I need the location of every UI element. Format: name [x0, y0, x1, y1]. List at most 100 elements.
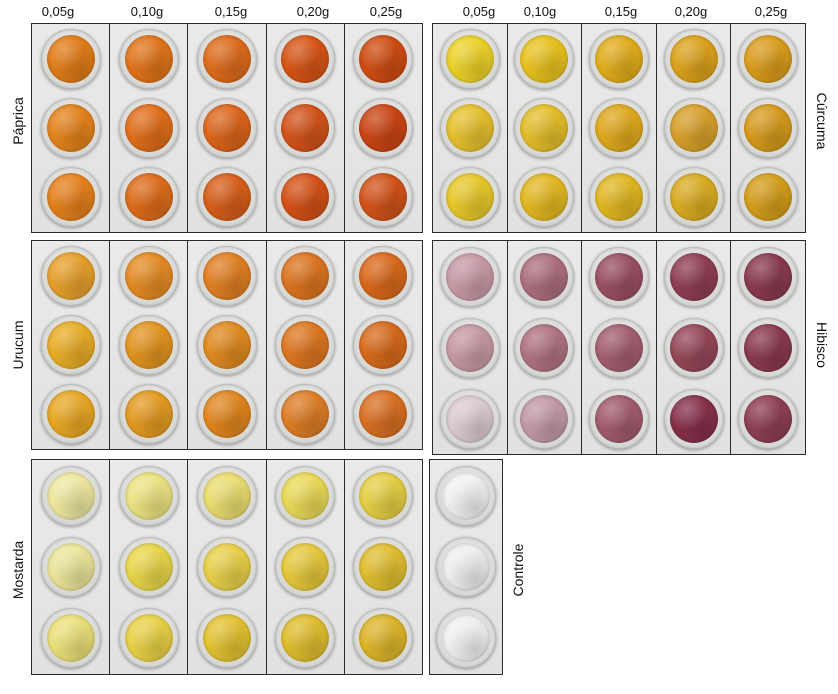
petri-dish [738, 28, 799, 89]
sample-column [32, 460, 111, 674]
petri-dish [275, 314, 336, 375]
petri-dish [439, 28, 500, 89]
film-sample [445, 103, 494, 152]
sample-column [433, 241, 508, 454]
petri-dish [118, 97, 179, 158]
petri-dish [588, 317, 649, 378]
film-sample [46, 614, 95, 663]
petri-dish [197, 536, 257, 597]
sample-column [188, 460, 267, 674]
petri-dish [663, 97, 724, 158]
petri-dish [40, 536, 101, 597]
petri-dish [275, 608, 336, 669]
sample-column [188, 24, 267, 232]
panel-paprica [31, 23, 423, 233]
film-sample [203, 103, 251, 152]
conc-label-left-2: 0,10g [130, 4, 164, 19]
film-sample [520, 323, 569, 372]
film-sample [445, 323, 494, 372]
film-sample [281, 320, 330, 369]
petri-dish [118, 608, 179, 669]
petri-dish [40, 314, 101, 375]
petri-dish [439, 317, 500, 378]
petri-dish [353, 384, 414, 445]
petri-dish [588, 97, 649, 158]
petri-dish [738, 317, 799, 378]
petri-dish [353, 314, 414, 375]
film-sample [520, 252, 569, 301]
sample-column [656, 24, 732, 232]
film-sample [359, 390, 408, 439]
film-sample [594, 323, 643, 372]
petri-dish [40, 28, 101, 89]
sample-column [266, 241, 345, 449]
petri-dish [197, 245, 257, 306]
petri-dish [738, 97, 799, 158]
film-sample [744, 173, 793, 222]
film-sample [46, 542, 95, 591]
sample-column [110, 460, 189, 674]
petri-dish [738, 167, 799, 228]
petri-dish [275, 167, 336, 228]
film-sample [669, 252, 718, 301]
film-sample [520, 394, 569, 443]
petri-dish [118, 384, 179, 445]
film-sample [281, 103, 330, 152]
sample-column [110, 241, 189, 449]
conc-label-left-5: 0,25g [369, 4, 403, 19]
petri-dish [40, 167, 101, 228]
conc-label-left-3: 0,15g [214, 4, 248, 19]
petri-dish [275, 384, 336, 445]
petri-dish [275, 465, 336, 526]
petri-dish [663, 167, 724, 228]
film-sample [594, 34, 643, 83]
sample-column [188, 241, 267, 449]
film-sample [359, 542, 408, 591]
film-sample [124, 34, 173, 83]
film-sample [359, 103, 408, 152]
petri-dish [514, 388, 575, 449]
sample-column [507, 24, 583, 232]
petri-dish [353, 245, 414, 306]
petri-dish [436, 465, 496, 526]
petri-dish [353, 536, 414, 597]
petri-dish [197, 28, 257, 89]
film-sample [46, 251, 95, 300]
film-sample [124, 390, 173, 439]
conc-label-left-4: 0,20g [296, 4, 330, 19]
petri-dish [439, 167, 500, 228]
film-sample [281, 542, 330, 591]
petri-dish [40, 97, 101, 158]
film-sample [359, 471, 408, 520]
film-sample [124, 103, 173, 152]
sample-column [344, 460, 423, 674]
petri-dish [118, 465, 179, 526]
panel-hibisco [432, 240, 806, 455]
petri-dish [353, 167, 414, 228]
sample-column [344, 241, 423, 449]
petri-dish [663, 388, 724, 449]
film-sample [124, 251, 173, 300]
film-sample [359, 320, 408, 369]
film-sample [46, 34, 95, 83]
petri-dish [275, 97, 336, 158]
label-hibisco: Hibisco [814, 322, 830, 368]
film-sample [203, 251, 251, 300]
conc-label-right-3: 0,15g [604, 4, 638, 19]
petri-dish [514, 28, 575, 89]
film-sample [124, 542, 173, 591]
sample-column [430, 460, 502, 674]
film-sample [520, 34, 569, 83]
petri-dish [439, 388, 500, 449]
petri-dish [40, 465, 101, 526]
panel-controle [429, 459, 503, 675]
film-sample [744, 323, 793, 372]
petri-dish [275, 245, 336, 306]
film-sample [359, 34, 408, 83]
conc-label-right-1: 0,05g [462, 4, 496, 19]
sample-column [507, 241, 583, 454]
film-sample [281, 471, 330, 520]
petri-dish [118, 28, 179, 89]
petri-dish [118, 245, 179, 306]
film-sample [445, 394, 494, 443]
